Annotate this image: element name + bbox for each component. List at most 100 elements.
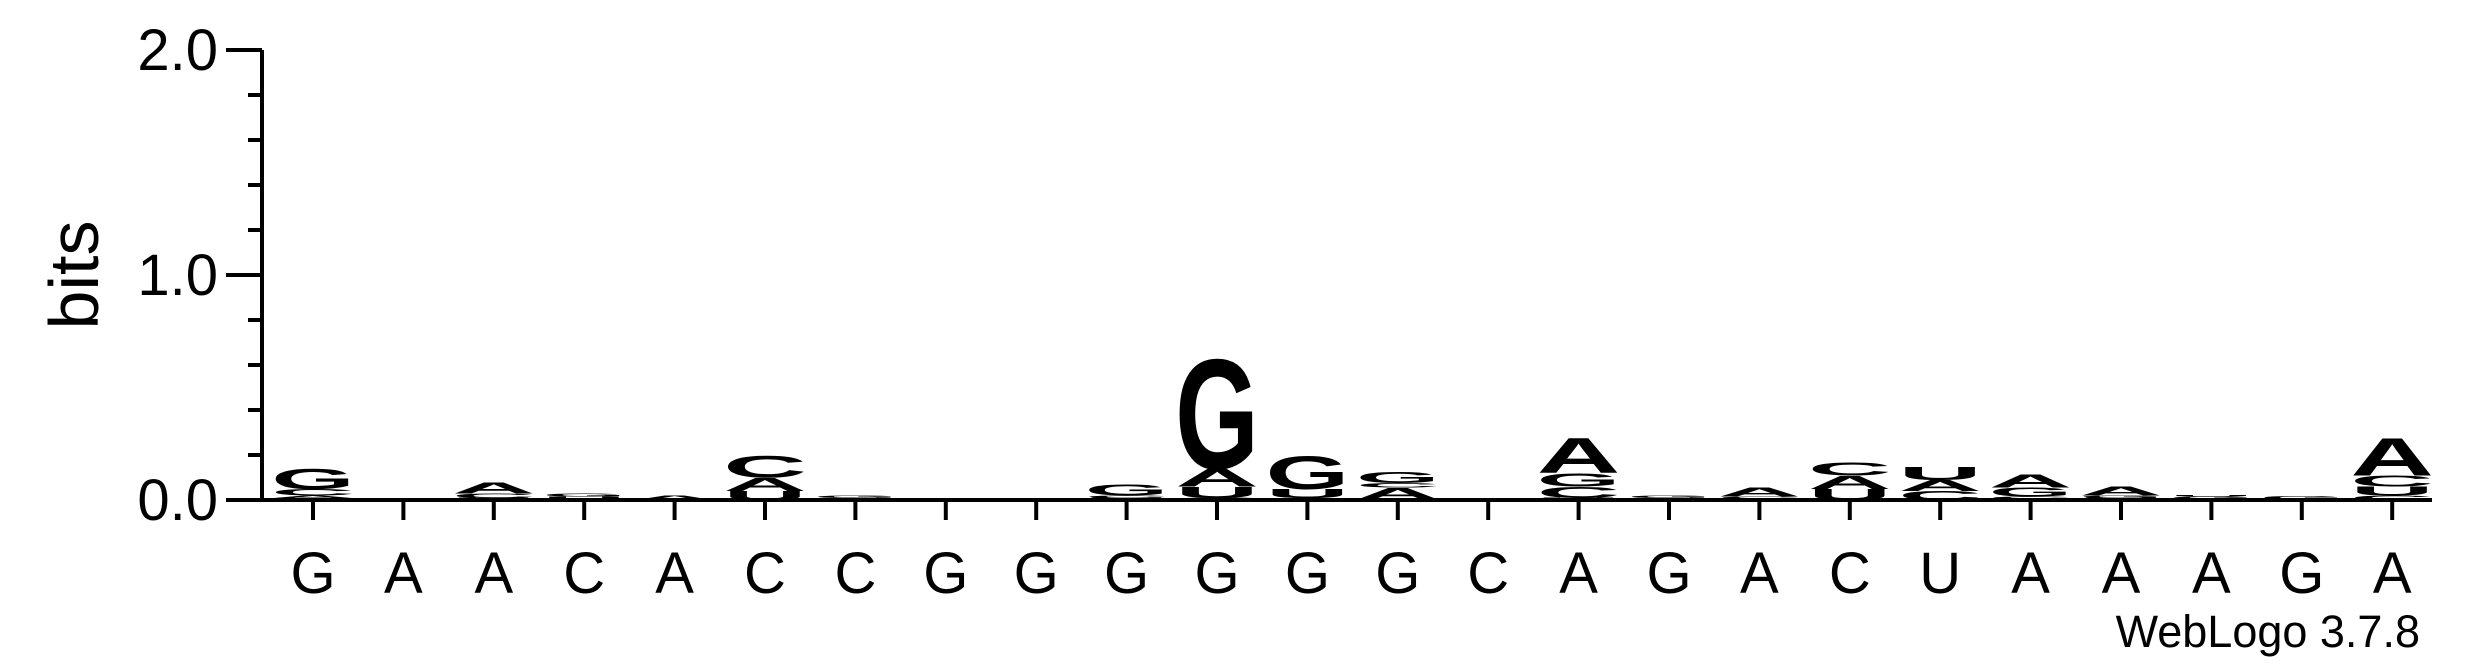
logo-letter-U: U — [542, 496, 626, 500]
x-tick-label: A — [655, 541, 694, 606]
logo-letter-A: A — [1356, 485, 1440, 503]
logo-letter-A: A — [1175, 464, 1259, 492]
logo-letter-A: A — [633, 494, 717, 501]
logo-letter-glyph: G — [2260, 495, 2344, 500]
x-tick-label: G — [1104, 541, 1149, 606]
logo-letter-U: U — [2170, 495, 2254, 497]
logo-letter-C: C — [452, 492, 536, 499]
logo-letter-glyph: G — [1266, 446, 1350, 499]
x-tick-label: A — [2373, 541, 2412, 606]
logo-letter-glyph: A — [2079, 484, 2163, 498]
x-tick-label: C — [1467, 541, 1509, 606]
logo-letter-A: A — [1898, 477, 1982, 495]
logo-letter-G: G — [2079, 495, 2163, 499]
logo-letter-glyph: A — [1356, 485, 1440, 503]
logo-letter-G: G — [2260, 495, 2344, 500]
y-tick-label: 2.0 — [137, 18, 218, 83]
x-tick-label: A — [384, 541, 423, 606]
logo-letter-glyph: A — [633, 494, 717, 501]
logo-letter-glyph: G — [814, 495, 898, 499]
x-tick-label: C — [1829, 541, 1871, 606]
logo-letter-glyph: G — [1085, 481, 1169, 499]
logo-letter-G: G — [814, 495, 898, 499]
logo-letter-C: C — [1537, 484, 1621, 502]
x-tick-label: A — [474, 541, 513, 606]
logo-letter-glyph: A — [271, 495, 355, 499]
logo-letter-G: G — [1356, 469, 1440, 487]
logo-letter-glyph: A — [723, 474, 807, 495]
weblogo-credit: WebLogo 3.7.8 — [2116, 606, 2420, 657]
x-tick-label: A — [1740, 541, 1779, 606]
logo-letter-A: A — [271, 495, 355, 499]
logo-letter-glyph: A — [1898, 477, 1982, 495]
logo-letter-glyph: C — [1989, 496, 2073, 500]
logo-letter-A: A — [723, 474, 807, 495]
logo-letter-G: G — [1266, 446, 1350, 499]
y-axis: 0.0 1.0 2.0 bits — [35, 18, 264, 533]
logo-letter-C: C — [271, 487, 355, 498]
x-tick-label: C — [744, 541, 786, 606]
x-tick-label: A — [2011, 541, 2050, 606]
x-tick-label: C — [563, 541, 605, 606]
x-tick-label: G — [923, 541, 968, 606]
x-tick-label: A — [1559, 541, 1598, 606]
logo-letter-glyph: G — [1989, 485, 2073, 499]
logo-letter-glyph: G — [271, 463, 355, 494]
logo-letter-glyph: G — [2079, 495, 2163, 499]
logo-letter-glyph: A — [1537, 427, 1621, 483]
logo-letter-C: C — [1989, 496, 2073, 500]
logo-letter-G: G — [1537, 470, 1621, 491]
logo-letter-G: G — [1989, 485, 2073, 499]
logo-letter-glyph: C — [2350, 472, 2434, 490]
x-tick-label: C — [834, 541, 876, 606]
logo-letter-glyph: C — [1537, 484, 1621, 502]
x-tick-label: A — [2192, 541, 2231, 606]
logo-letter-glyph: G — [1356, 469, 1440, 487]
letter-stacks: UACGUCAAUGAUACUAGAUCGCUAGAUGUACGUCGAUAGG… — [271, 327, 2434, 503]
logo-letter-glyph: C — [723, 449, 807, 484]
y-axis-label: bits — [35, 221, 113, 330]
logo-letter-glyph: U — [1266, 486, 1350, 500]
logo-letter-G: G — [1085, 481, 1169, 499]
logo-letter-glyph: G — [1627, 495, 1711, 499]
logo-letter-glyph: U — [542, 496, 626, 500]
logo-letter-glyph: G — [1537, 470, 1621, 491]
logo-letter-U: U — [2350, 484, 2434, 498]
logo-letter-A: A — [1718, 485, 1802, 499]
logo-letter-U: U — [1266, 486, 1350, 500]
logo-letter-glyph: C — [452, 492, 536, 499]
logo-letter-glyph: C — [1085, 495, 1169, 499]
x-tick-label: G — [1646, 541, 1691, 606]
logo-letter-glyph: U — [1175, 484, 1259, 502]
logo-letter-glyph: C — [2350, 494, 2434, 501]
x-tick-label: G — [1014, 541, 1059, 606]
logo-letter-glyph: G — [1175, 327, 1259, 503]
logo-letter-glyph: C — [1808, 458, 1892, 479]
logo-letter-G: G — [2170, 496, 2254, 500]
logo-letter-C: C — [1085, 495, 1169, 499]
logo-letter-C: C — [723, 449, 807, 484]
logo-letter-glyph: U — [2350, 484, 2434, 498]
x-tick-label: G — [1194, 541, 1239, 606]
logo-letter-A: A — [2079, 484, 2163, 498]
logo-letter-C: C — [1718, 496, 1802, 500]
logo-letter-glyph: G — [542, 492, 626, 497]
logo-letter-glyph: A — [1989, 471, 2073, 492]
x-tick-label: G — [1375, 541, 1420, 606]
x-tick-label: U — [1919, 541, 1961, 606]
logo-letter-glyph: C — [271, 487, 355, 498]
x-tick-label: A — [2102, 541, 2141, 606]
logo-letter-glyph: A — [1808, 472, 1892, 493]
logo-letter-glyph: U — [2170, 495, 2254, 497]
logo-letter-glyph: A — [1175, 464, 1259, 492]
logo-letter-G: G — [542, 492, 626, 497]
logo-letter-C: C — [1808, 458, 1892, 479]
logo-letter-G: G — [1627, 495, 1711, 499]
logo-letter-glyph: C — [1718, 496, 1802, 500]
logo-letter-C: C — [1356, 482, 1440, 489]
y-tick-label: 0.0 — [137, 468, 218, 533]
logo-letter-glyph: C — [1356, 482, 1440, 489]
y-ticks: 0.0 1.0 2.0 — [137, 18, 262, 533]
